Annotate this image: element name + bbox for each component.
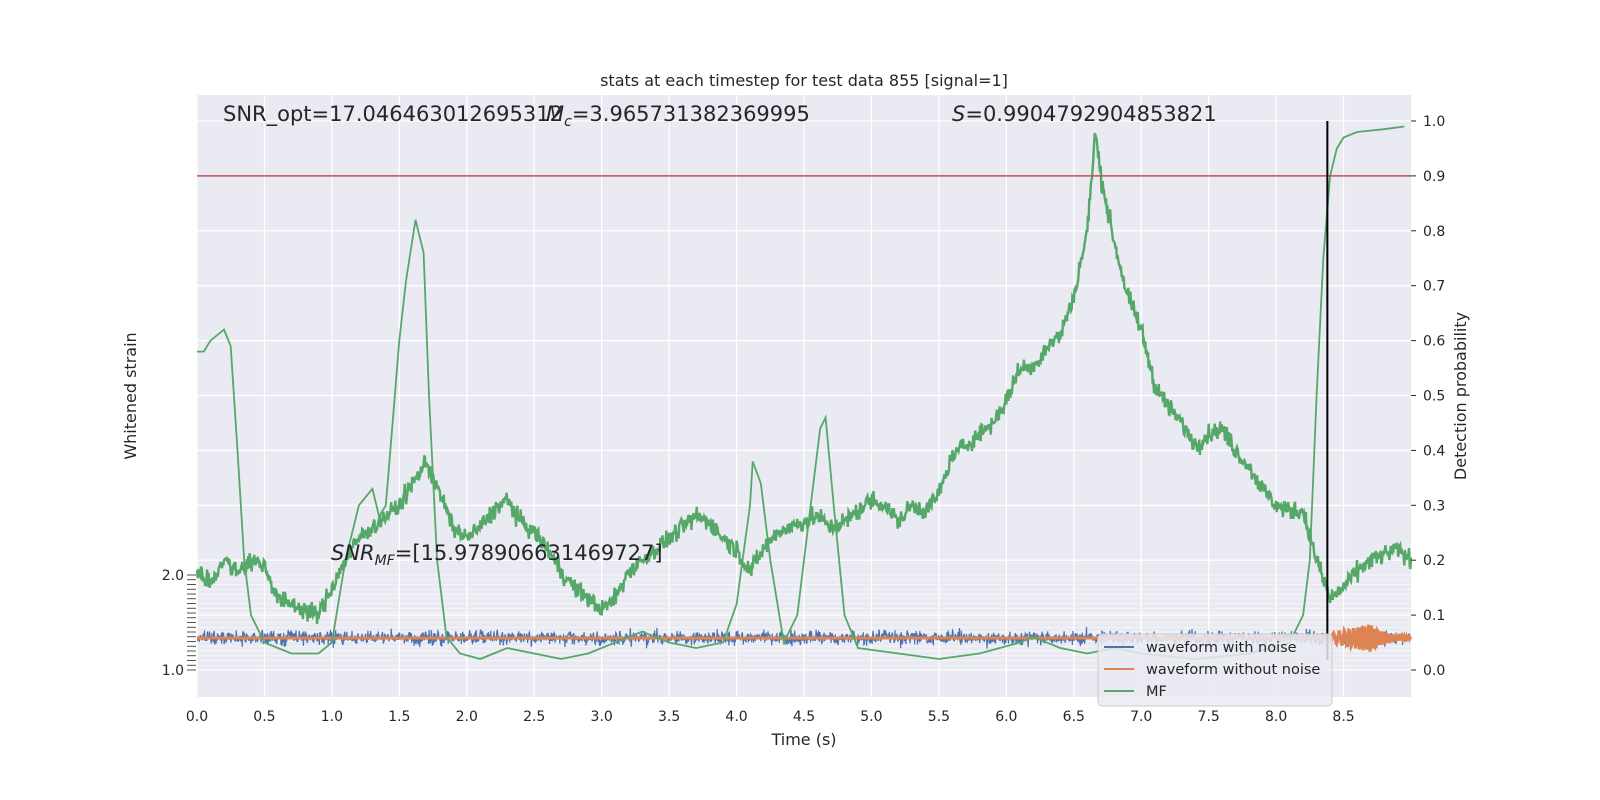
x-tick-label: 0.5 — [253, 709, 275, 725]
annotation-snr-mf-symbol: SNR — [331, 541, 375, 565]
annotation-chirp-mass: Mc=3.965731382369995 — [546, 102, 810, 130]
right-tick-label: 0.8 — [1423, 224, 1445, 240]
annotation-snr-mf: SNRMF=[15.978906631469727] — [331, 541, 663, 569]
x-tick-label: 0.0 — [186, 709, 208, 725]
annotation-s-symbol: S — [952, 102, 965, 126]
right-tick-label: 0.3 — [1423, 498, 1445, 514]
annotation-chirp-mass-sub: c — [564, 114, 572, 130]
right-tick-label: 0.0 — [1423, 663, 1445, 679]
x-tick-label: 2.0 — [456, 709, 478, 725]
annotation-chirp-mass-value: =3.965731382369995 — [572, 102, 810, 126]
x-tick-label: 8.5 — [1332, 709, 1354, 725]
x-tick-label: 5.5 — [928, 709, 950, 725]
annotation-snr-mf-sub: MF — [375, 553, 396, 569]
x-tick-label: 6.0 — [995, 709, 1017, 725]
legend-box — [1097, 633, 1333, 707]
right-axis-label: Detection probability — [1451, 312, 1470, 480]
x-tick-label: 1.0 — [321, 709, 343, 725]
right-tick-label: 0.9 — [1423, 169, 1445, 185]
right-axis-ticks: 0.0 0.1 0.2 0.3 0.4 0.5 0.6 0.7 0.8 0.9 1.0 — [1411, 114, 1445, 679]
x-tick-label: 6.5 — [1063, 709, 1085, 725]
annotation-s: S=0.9904792904853821 — [952, 102, 1217, 126]
legend: waveform with noise waveform without noi… — [1097, 633, 1333, 707]
right-tick-label: 0.2 — [1423, 553, 1445, 569]
annotation-chirp-mass-symbol: M — [546, 102, 564, 126]
x-axis-label: Time (s) — [770, 730, 836, 749]
x-tick-label: 2.5 — [523, 709, 545, 725]
left-tick-top: 2.0 — [162, 568, 184, 584]
x-tick-label: 8.0 — [1265, 709, 1287, 725]
x-axis-ticks: 0.0 0.5 1.0 1.5 2.0 2.5 3.0 3.5 4.0 4.5 5.0 5.5 6.0 6… — [186, 709, 1355, 725]
right-tick-label: 0.6 — [1423, 334, 1445, 350]
annotation-snr-mf-value: =[15.978906631469727] — [395, 541, 663, 565]
annotation-s-value: =0.9904792904853821 — [965, 102, 1216, 126]
x-tick-label: 5.0 — [860, 709, 882, 725]
strain-axis-grid — [187, 574, 1411, 671]
x-tick-label: 7.5 — [1198, 709, 1220, 725]
x-tick-label: 1.5 — [388, 709, 410, 725]
right-tick-label: 0.7 — [1423, 279, 1445, 295]
left-tick-bottom: 1.0 — [162, 663, 184, 679]
x-tick-label: 7.0 — [1130, 709, 1152, 725]
annotation-snr-opt: SNR_opt=17.046463012695312 — [223, 102, 563, 127]
chart-title: stats at each timestep for test data 855… — [600, 71, 1008, 90]
mf-noisy-line — [195, 132, 1413, 625]
x-tick-label: 4.5 — [793, 709, 815, 725]
legend-label-mf: MF — [1146, 684, 1167, 700]
right-tick-label: 0.1 — [1423, 608, 1445, 624]
left-axis-ticks: 2.0 1.0 — [162, 568, 184, 679]
legend-label-noise: waveform with noise — [1146, 640, 1297, 656]
legend-label-clean: waveform without noise — [1146, 662, 1320, 678]
x-tick-label: 3.5 — [658, 709, 680, 725]
left-axis-label: Whitened strain — [121, 332, 140, 459]
right-tick-label: 0.4 — [1423, 443, 1445, 459]
series-mf-noisy — [195, 132, 1413, 625]
x-tick-label: 3.0 — [591, 709, 613, 725]
right-tick-label: 0.5 — [1423, 389, 1445, 405]
right-tick-label: 1.0 — [1423, 114, 1445, 130]
x-tick-label: 4.0 — [725, 709, 747, 725]
